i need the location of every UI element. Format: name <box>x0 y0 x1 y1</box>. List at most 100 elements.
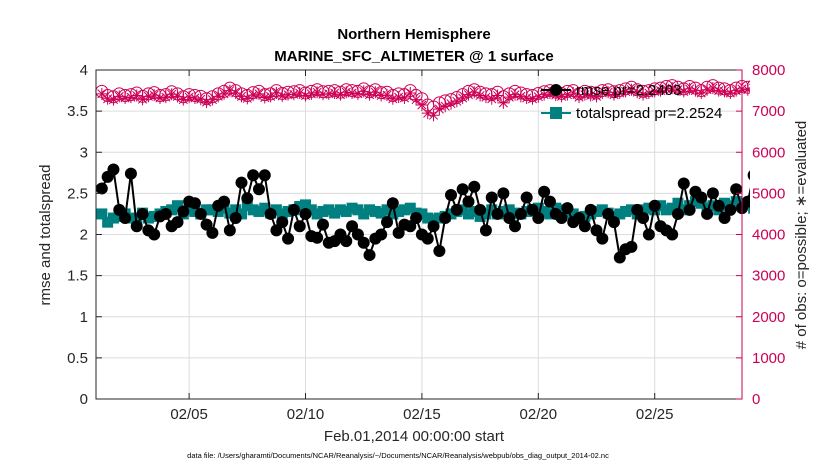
obs-evaluated-point <box>159 91 172 104</box>
y-right-tick-label: 2000 <box>752 309 785 326</box>
obs-evaluated-point <box>130 89 143 102</box>
rmse-point <box>701 207 714 220</box>
y-right-tick-label: 6000 <box>752 144 785 161</box>
totalspread-point <box>305 204 317 216</box>
rmse-point <box>177 205 190 218</box>
obs-evaluated-point <box>252 87 265 100</box>
rmse-point <box>433 244 446 257</box>
rmse-point <box>223 224 236 237</box>
obs-evaluated-point <box>497 96 510 109</box>
totalspread-point <box>393 205 405 217</box>
totalspread-point <box>538 205 550 217</box>
obs-evaluated-point <box>666 82 679 95</box>
totalspread-point <box>329 207 341 219</box>
x-tick-label: 02/15 <box>403 406 441 423</box>
obs-evaluated-point <box>445 97 458 110</box>
obs-evaluated-point <box>596 87 609 100</box>
rmse-point <box>264 207 277 220</box>
legend-label-rmse: rmse pr=2.2403 <box>576 82 681 99</box>
rmse-point <box>532 212 545 225</box>
rmse-point <box>474 203 487 216</box>
rmse-point <box>637 212 650 225</box>
legend-marker-rmse <box>550 84 562 96</box>
rmse-point <box>561 202 574 215</box>
rmse-point <box>410 212 423 225</box>
rmse-point <box>712 199 725 212</box>
rmse-point <box>445 189 458 202</box>
obs-evaluated-point <box>194 93 207 106</box>
obs-evaluated-point <box>154 91 167 104</box>
rmse-point <box>235 176 248 189</box>
totalspread-point <box>422 212 434 224</box>
rmse-point <box>450 203 463 216</box>
totalspread-point <box>480 208 492 220</box>
obs-evaluated-point <box>660 82 673 95</box>
rmse-point <box>293 220 306 233</box>
totalspread-point <box>404 202 416 214</box>
obs-evaluated-point <box>311 86 324 99</box>
obs-evaluated-point <box>514 90 527 103</box>
obs-evaluated-point <box>485 92 498 105</box>
obs-evaluated-point <box>584 89 597 102</box>
obs-evaluated-point <box>241 92 254 105</box>
totalspread-point <box>556 204 568 216</box>
x-tick-label: 02/25 <box>636 406 674 423</box>
obs-evaluated-point <box>491 89 504 102</box>
obs-evaluated-point <box>218 87 231 100</box>
rmse-point <box>421 232 434 245</box>
series-layer <box>95 79 750 264</box>
totalspread-point <box>689 196 701 208</box>
obs-evaluated-point <box>689 84 702 97</box>
obs-evaluated-point <box>538 88 551 101</box>
legend: rmse pr=2.2403 totalspread pr=2.2524 <box>541 82 722 122</box>
obs-evaluated-point <box>433 103 446 116</box>
obs-evaluated-point <box>607 88 620 101</box>
totalspread-point <box>387 208 399 220</box>
y-tick-label: 0 <box>80 391 88 408</box>
totalspread-point <box>474 210 486 222</box>
totalspread-point <box>579 210 591 222</box>
y-right-tick-label: 0 <box>752 391 760 408</box>
obs-evaluated-point <box>212 90 225 103</box>
obs-evaluated-point <box>724 87 737 100</box>
obs-evaluated-point <box>334 88 347 101</box>
obs-evaluated-point <box>229 87 242 100</box>
totalspread-point <box>282 205 294 217</box>
rmse-point <box>520 191 533 204</box>
totalspread-point <box>218 202 230 214</box>
totalspread-point <box>96 208 108 220</box>
totalspread-point <box>672 197 684 209</box>
rmse-point <box>427 220 440 233</box>
obs-evaluated-point <box>113 90 126 103</box>
rmse-point <box>386 197 399 210</box>
y-right-axis-label: # of obs: o=possible; ∗=evaluated <box>793 121 810 350</box>
y-tick-label: 0.5 <box>67 350 88 367</box>
totalspread-point <box>381 204 393 216</box>
rmse-point <box>462 195 475 208</box>
totalspread-point <box>748 202 750 214</box>
obs-evaluated-point <box>357 85 370 98</box>
obs-evaluated-point <box>701 83 714 96</box>
obs-evaluated-point <box>142 90 155 103</box>
rmse-point <box>229 212 242 225</box>
y-tick-label: 3 <box>80 144 88 161</box>
legend-marker-totalspread <box>550 107 562 119</box>
rmse-point <box>171 216 184 229</box>
totalspread-point <box>428 214 440 226</box>
obs-evaluated-point <box>625 83 638 96</box>
obs-evaluated-point <box>270 87 283 100</box>
rmse-point <box>730 183 743 196</box>
obs-evaluated-point <box>671 83 684 96</box>
obs-evaluated-point <box>299 89 312 102</box>
totalspread-point <box>719 197 731 209</box>
rmse-point <box>671 207 684 220</box>
totalspread-point <box>468 205 480 217</box>
obs-evaluated-point <box>468 86 481 99</box>
obs-evaluated-point <box>398 91 411 104</box>
rmse-point <box>159 207 172 220</box>
totalspread-point <box>567 208 579 220</box>
obs-evaluated-point <box>561 88 574 101</box>
y-right-tick-label: 3000 <box>752 268 785 285</box>
rmse-point <box>375 228 388 241</box>
obs-evaluated-point <box>247 89 260 102</box>
